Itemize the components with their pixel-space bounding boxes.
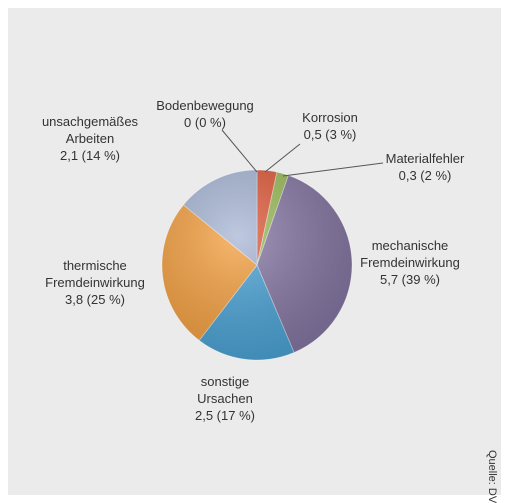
source-note: Quelle: DVGW (486, 450, 498, 503)
slice-label: Korrosion 0,5 (3 %) (280, 109, 380, 143)
leader-line (221, 129, 258, 173)
slice-label: Materialfehler 0,3 (2 %) (360, 150, 490, 184)
value-label: 0 (0 %) (184, 115, 226, 130)
value-label: 3,8 (25 %) (65, 292, 125, 307)
value-label: 2,5 (17 %) (195, 408, 255, 423)
category-label: sonstige Ursachen (197, 374, 253, 406)
category-label: Korrosion (302, 110, 358, 125)
slice-label: unsachgemäßes Arbeiten 2,1 (14 %) (30, 113, 150, 164)
category-label: Bodenbewegung (156, 98, 254, 113)
category-label: mechanische Fremdeinwirkung (360, 238, 460, 270)
value-label: 0,3 (2 %) (398, 168, 452, 183)
slice-label: sonstige Ursachen 2,5 (17 %) (175, 373, 275, 424)
slice-label: mechanische Fremdeinwirkung 5,7 (39 %) (340, 237, 480, 288)
slice-label: thermische Fremdeinwirkung 3,8 (25 %) (30, 257, 160, 308)
pie-shading (162, 170, 352, 360)
category-label: thermische Fremdeinwirkung (45, 258, 145, 290)
category-label: Materialfehler (385, 151, 465, 166)
leader-line (282, 162, 384, 177)
leader-line (264, 143, 301, 173)
value-label: 2,1 (14 %) (60, 148, 120, 163)
slice-label: Bodenbewegung 0 (0 %) (140, 97, 270, 131)
value-label: 0,5 (3 %) (303, 127, 357, 142)
category-label: unsachgemäßes Arbeiten (41, 114, 139, 146)
value-label: 5,7 (39 %) (380, 272, 440, 287)
